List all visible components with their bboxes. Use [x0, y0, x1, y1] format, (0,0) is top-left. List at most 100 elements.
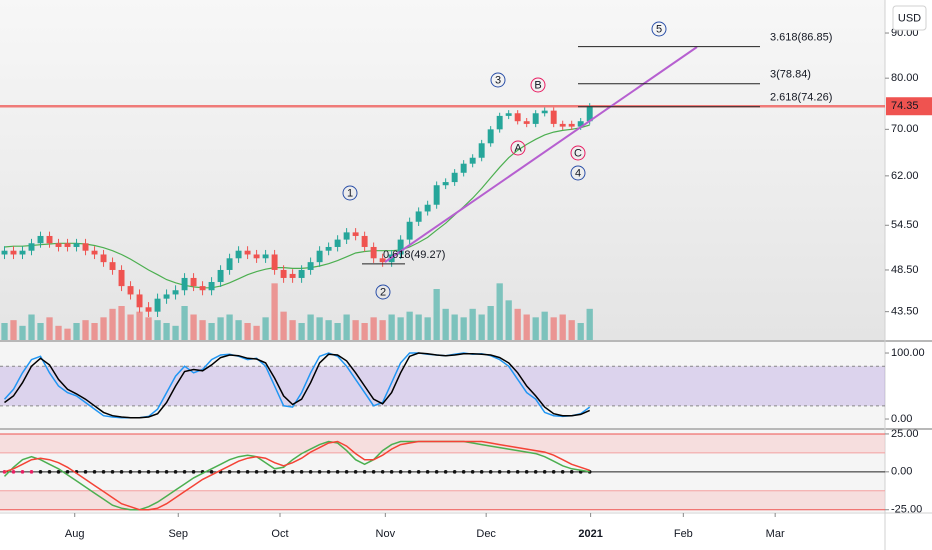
zero-dot: [290, 470, 295, 474]
zero-dot: [407, 470, 412, 474]
volume-bar: [325, 320, 332, 340]
wave-circle: [342, 185, 358, 201]
band-fill: [0, 366, 885, 406]
wave-label: 1: [347, 187, 353, 199]
candle-body: [163, 294, 170, 299]
currency-box[interactable]: [892, 5, 927, 31]
zero-dot: [551, 470, 556, 474]
volume-bar: [271, 283, 278, 340]
volume-bar: [397, 317, 404, 340]
candle-body: [424, 204, 431, 212]
x-tick-label: Oct: [271, 528, 288, 540]
volume-bar: [199, 320, 206, 340]
volume-bar: [46, 317, 53, 340]
zero-dot: [146, 470, 151, 474]
candle-body: [73, 243, 80, 247]
candle-body: [190, 277, 197, 287]
volume-bar: [388, 314, 395, 340]
zero-dot: [236, 470, 241, 474]
zero-dot: [272, 470, 277, 474]
volume-bar: [289, 320, 296, 340]
y-tick-label: 0.00: [891, 413, 912, 425]
wave-circle: [510, 140, 526, 156]
y-tick-label: 0.00: [891, 466, 912, 478]
candle-body: [10, 250, 17, 255]
last-price-tag: [886, 97, 932, 116]
candle-body: [64, 243, 71, 247]
x-tick-label: 2021: [578, 528, 602, 540]
zero-dot: [326, 470, 331, 474]
moving-average: [4, 124, 590, 289]
volume-bar: [343, 314, 350, 340]
candle-body: [397, 239, 404, 255]
candle-body: [496, 115, 503, 130]
volume-bar: [73, 323, 80, 340]
zero-dot: [137, 470, 142, 474]
zero-dot: [443, 470, 448, 474]
zero-dot: [506, 470, 511, 474]
volume-bar: [172, 325, 179, 340]
volume-bar: [352, 320, 359, 340]
candle-body: [55, 243, 62, 247]
main-pane: [0, 0, 885, 340]
volume-bar: [226, 314, 233, 340]
volume-bar: [451, 314, 458, 340]
volume-bar: [163, 323, 170, 340]
zero-dot: [92, 470, 97, 474]
candle-body: [226, 258, 233, 270]
candle-body: [334, 239, 341, 247]
zero-dot: [83, 470, 88, 474]
candle-body: [361, 235, 368, 247]
candle-body: [289, 273, 296, 278]
candle-body: [451, 172, 458, 183]
volume-bar: [10, 320, 17, 340]
y-tick-label: 70.00: [891, 123, 919, 135]
volume-bar: [370, 317, 377, 340]
wave-circle: [530, 77, 546, 93]
candle-body: [370, 246, 377, 259]
zero-dot: [560, 470, 565, 474]
zero-dot: [353, 470, 358, 474]
x-tick-label: Aug: [65, 528, 85, 540]
trend-line: [384, 46, 698, 263]
volume-bar: [334, 323, 341, 340]
volume-bar: [109, 308, 116, 340]
volume-bar: [586, 308, 593, 340]
zero-dot: [317, 470, 322, 474]
wave-label: C: [574, 147, 582, 159]
fib-label: 3.618(86.85): [770, 32, 832, 44]
candle-body: [406, 221, 413, 240]
zero-dot: [389, 470, 394, 474]
zero-dot: [488, 470, 493, 474]
zero-dot: [569, 470, 574, 474]
candle-body: [469, 157, 476, 164]
volume-bar: [217, 317, 224, 340]
zero-dot: [452, 470, 457, 474]
osc-line: [4, 440, 590, 511]
volume-bar: [568, 320, 575, 340]
volume-bar: [82, 320, 89, 340]
zero-dot: [227, 470, 232, 474]
candle-body: [82, 243, 89, 251]
volume-bar: [559, 314, 566, 340]
candle-body: [37, 235, 44, 244]
zero-dot: [425, 470, 430, 474]
volume-bar: [55, 325, 62, 340]
stoch-pane: [0, 342, 885, 428]
fib-label: 3(78.84): [770, 69, 811, 81]
candle-body: [253, 254, 260, 259]
x-tick-label: Sep: [168, 528, 188, 540]
volume-bar: [433, 289, 440, 340]
candle-body: [550, 110, 557, 124]
candle-body: [568, 123, 575, 127]
volume-bar: [316, 317, 323, 340]
candle-body: [316, 250, 323, 263]
last-price-label: 74.35: [891, 100, 919, 112]
zero-dot: [110, 470, 115, 474]
volume-bar: [208, 323, 215, 340]
candle-body: [478, 143, 485, 158]
volume-bar: [523, 314, 530, 340]
zero-dot: [434, 470, 439, 474]
candle-body: [523, 121, 530, 124]
